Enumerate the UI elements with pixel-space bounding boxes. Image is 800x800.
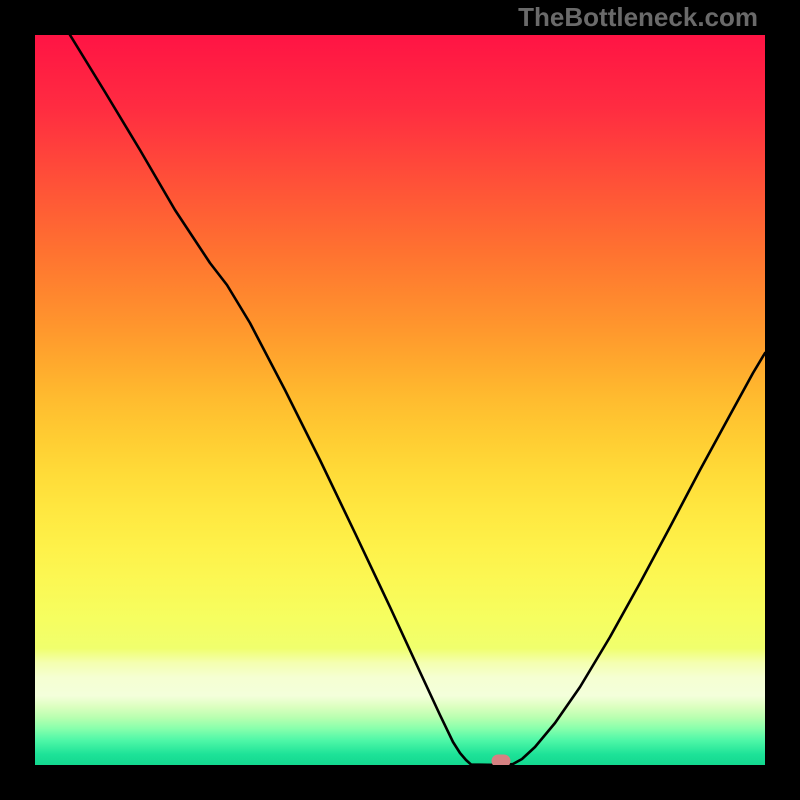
- gradient-background: [35, 35, 765, 765]
- plot-area[interactable]: [35, 35, 765, 765]
- bottleneck-marker: [491, 755, 510, 768]
- chart-link[interactable]: [35, 35, 765, 765]
- chart-stage: TheBottleneck.com: [0, 0, 800, 800]
- watermark-text: TheBottleneck.com: [518, 2, 758, 33]
- plot-svg: [35, 35, 765, 765]
